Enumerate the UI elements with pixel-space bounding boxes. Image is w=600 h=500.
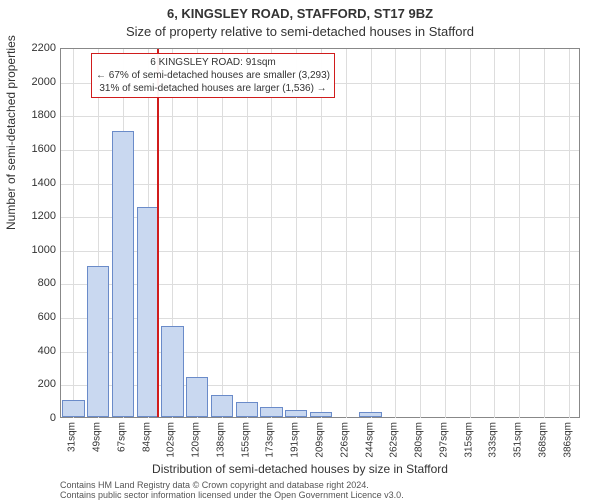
histogram-bar: [260, 407, 282, 417]
x-tick-label: 315sqm: [463, 422, 474, 458]
x-tick-label: 262sqm: [389, 422, 400, 458]
footer-attribution-1: Contains HM Land Registry data © Crown c…: [60, 480, 580, 490]
histogram-bar: [186, 377, 208, 417]
histogram-bar: [236, 402, 258, 417]
x-tick-label: 386sqm: [562, 422, 573, 458]
x-axis-label: Distribution of semi-detached houses by …: [0, 462, 600, 476]
y-tick-label: 1800: [6, 109, 56, 121]
x-tick-label: 244sqm: [364, 422, 375, 458]
gridline-v: [321, 49, 322, 418]
histogram-bar: [62, 400, 84, 417]
chart-title-line2: Size of property relative to semi-detach…: [0, 24, 600, 39]
annotation-line: ← 67% of semi-detached houses are smalle…: [96, 69, 330, 82]
gridline-v: [544, 49, 545, 418]
histogram-bar: [359, 412, 381, 417]
x-tick-label: 102sqm: [166, 422, 177, 458]
y-tick-label: 2000: [6, 76, 56, 88]
gridline-v: [73, 49, 74, 418]
footer-attribution-2: Contains public sector information licen…: [60, 490, 580, 500]
y-tick-label: 200: [6, 378, 56, 390]
gridline-v: [346, 49, 347, 418]
x-tick-label: 120sqm: [191, 422, 202, 458]
y-tick-label: 1000: [6, 244, 56, 256]
gridline-v: [197, 49, 198, 418]
y-tick-label: 0: [6, 412, 56, 424]
gridline-h: [61, 116, 579, 117]
x-tick-label: 155sqm: [240, 422, 251, 458]
gridline-v: [371, 49, 372, 418]
annotation-line: 6 KINGSLEY ROAD: 91sqm: [96, 56, 330, 69]
y-tick-label: 400: [6, 345, 56, 357]
gridline-v: [222, 49, 223, 418]
gridline-v: [569, 49, 570, 418]
chart-title-line1: 6, KINGSLEY ROAD, STAFFORD, ST17 9BZ: [0, 6, 600, 21]
x-tick-label: 173sqm: [265, 422, 276, 458]
x-tick-label: 31sqm: [67, 422, 78, 452]
x-tick-label: 280sqm: [414, 422, 425, 458]
histogram-bar: [310, 412, 332, 417]
histogram-bar: [285, 410, 307, 417]
y-tick-label: 2200: [6, 42, 56, 54]
gridline-v: [519, 49, 520, 418]
x-tick-label: 84sqm: [141, 422, 152, 452]
gridline-v: [470, 49, 471, 418]
gridline-h: [61, 184, 579, 185]
gridline-v: [395, 49, 396, 418]
x-tick-label: 67sqm: [116, 422, 127, 452]
gridline-v: [296, 49, 297, 418]
x-tick-label: 368sqm: [537, 422, 548, 458]
histogram-bar: [211, 395, 233, 417]
histogram-bar: [87, 266, 109, 417]
gridline-v: [445, 49, 446, 418]
histogram-bar: [161, 326, 183, 417]
x-tick-label: 333sqm: [488, 422, 499, 458]
chart-container: { "title_line1": "6, KINGSLEY ROAD, STAF…: [0, 0, 600, 500]
gridline-v: [247, 49, 248, 418]
x-tick-label: 49sqm: [92, 422, 103, 452]
histogram-bar: [112, 131, 134, 417]
gridline-v: [494, 49, 495, 418]
gridline-h: [61, 150, 579, 151]
x-tick-label: 138sqm: [215, 422, 226, 458]
annotation-box: 6 KINGSLEY ROAD: 91sqm← 67% of semi-deta…: [91, 53, 335, 98]
gridline-v: [420, 49, 421, 418]
y-tick-label: 600: [6, 311, 56, 323]
x-tick-label: 351sqm: [513, 422, 524, 458]
histogram-bar: [137, 207, 159, 417]
gridline-v: [271, 49, 272, 418]
plot-area: 6 KINGSLEY ROAD: 91sqm← 67% of semi-deta…: [60, 48, 580, 418]
y-tick-label: 1600: [6, 143, 56, 155]
x-tick-label: 209sqm: [315, 422, 326, 458]
x-tick-label: 297sqm: [438, 422, 449, 458]
y-axis-label: Number of semi-detached properties: [4, 35, 18, 230]
y-tick-label: 800: [6, 277, 56, 289]
y-tick-label: 1400: [6, 177, 56, 189]
x-tick-label: 226sqm: [339, 422, 350, 458]
x-tick-label: 191sqm: [290, 422, 301, 458]
y-tick-label: 1200: [6, 210, 56, 222]
annotation-line: 31% of semi-detached houses are larger (…: [96, 82, 330, 95]
property-marker-line: [157, 49, 159, 417]
